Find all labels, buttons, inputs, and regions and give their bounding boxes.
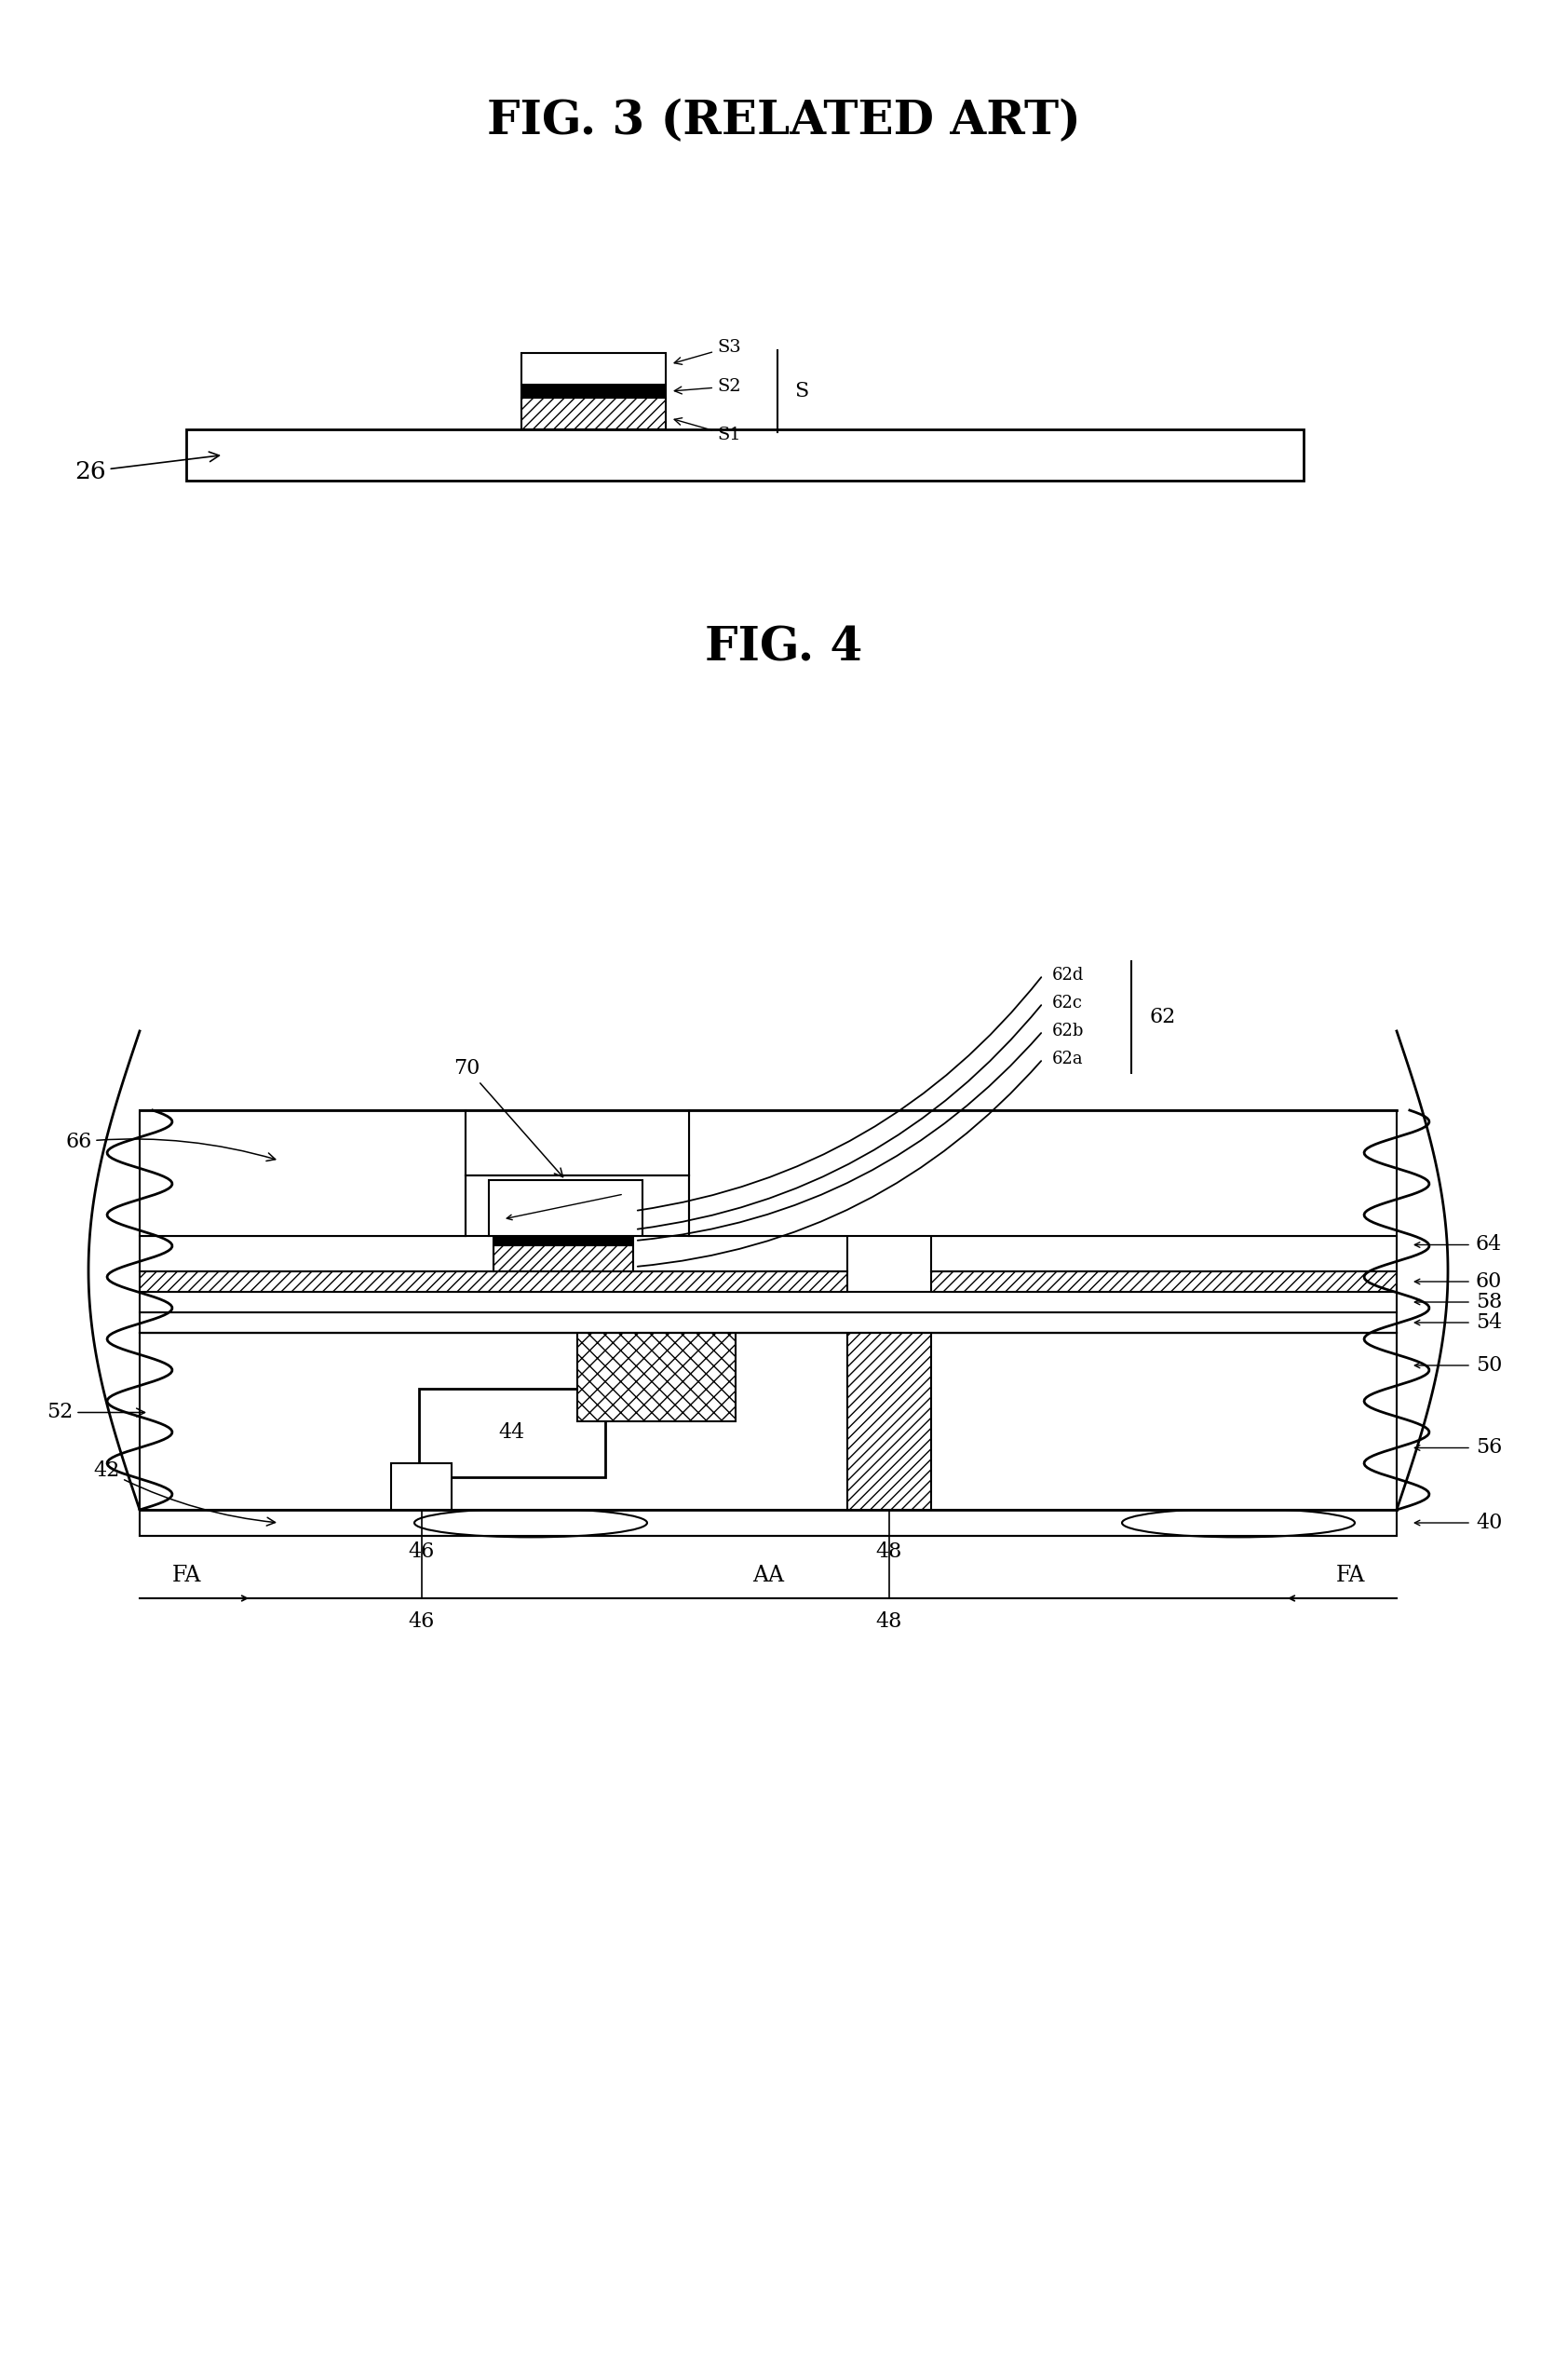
Text: AA: AA xyxy=(753,1563,784,1585)
Text: 60: 60 xyxy=(1475,1271,1502,1293)
Text: 48: 48 xyxy=(877,1611,903,1632)
Text: 52: 52 xyxy=(47,1402,144,1423)
Bar xyxy=(140,1271,847,1293)
Text: 58: 58 xyxy=(1475,1293,1502,1312)
Text: 48: 48 xyxy=(877,1542,903,1561)
Bar xyxy=(489,1181,643,1236)
Bar xyxy=(931,1236,1397,1271)
Text: 62d: 62d xyxy=(1052,967,1083,984)
Bar xyxy=(494,1200,633,1217)
Bar xyxy=(633,1236,847,1271)
Bar xyxy=(419,1388,605,1478)
Text: 62c: 62c xyxy=(1052,996,1083,1012)
Text: 50: 50 xyxy=(1475,1354,1502,1376)
Bar xyxy=(522,354,666,385)
Bar xyxy=(577,1309,735,1421)
Text: 62b: 62b xyxy=(1052,1022,1083,1038)
Bar xyxy=(494,1233,633,1245)
Bar xyxy=(688,1110,1397,1236)
Text: 62: 62 xyxy=(1149,1007,1176,1026)
Bar xyxy=(140,1509,1397,1535)
Text: S: S xyxy=(795,380,809,402)
Bar xyxy=(140,1110,466,1236)
Text: FIG. 4: FIG. 4 xyxy=(706,625,862,670)
Bar xyxy=(140,1236,494,1271)
Bar xyxy=(494,1217,633,1233)
Bar xyxy=(187,430,1303,480)
Text: 54: 54 xyxy=(1475,1312,1502,1333)
Text: 70: 70 xyxy=(453,1057,563,1176)
Text: S1: S1 xyxy=(674,418,740,444)
Text: 64: 64 xyxy=(1475,1236,1502,1255)
Bar xyxy=(466,1110,688,1176)
Text: FIG. 3 (RELATED ART): FIG. 3 (RELATED ART) xyxy=(488,100,1080,145)
Bar xyxy=(847,1297,931,1509)
Text: S3: S3 xyxy=(674,340,742,364)
Text: 42: 42 xyxy=(93,1461,274,1525)
Text: 40: 40 xyxy=(1475,1514,1502,1533)
Bar xyxy=(390,1464,452,1509)
Text: 62a: 62a xyxy=(1052,1050,1083,1067)
Text: 46: 46 xyxy=(408,1611,434,1632)
Bar xyxy=(931,1271,1397,1293)
Bar xyxy=(522,397,666,430)
Text: FA: FA xyxy=(1336,1563,1364,1585)
Text: 66: 66 xyxy=(66,1131,276,1162)
Bar xyxy=(140,1293,1397,1312)
Text: 46: 46 xyxy=(408,1542,434,1561)
Text: 26: 26 xyxy=(75,451,220,482)
Text: FA: FA xyxy=(171,1563,201,1585)
Bar xyxy=(494,1245,633,1271)
Text: 44: 44 xyxy=(499,1423,525,1442)
Ellipse shape xyxy=(1123,1509,1355,1537)
Ellipse shape xyxy=(414,1509,648,1537)
Text: 56: 56 xyxy=(1475,1437,1502,1459)
Bar xyxy=(140,1333,1397,1509)
Text: S2: S2 xyxy=(674,378,740,394)
Bar xyxy=(140,1312,1397,1333)
Bar xyxy=(522,385,666,397)
